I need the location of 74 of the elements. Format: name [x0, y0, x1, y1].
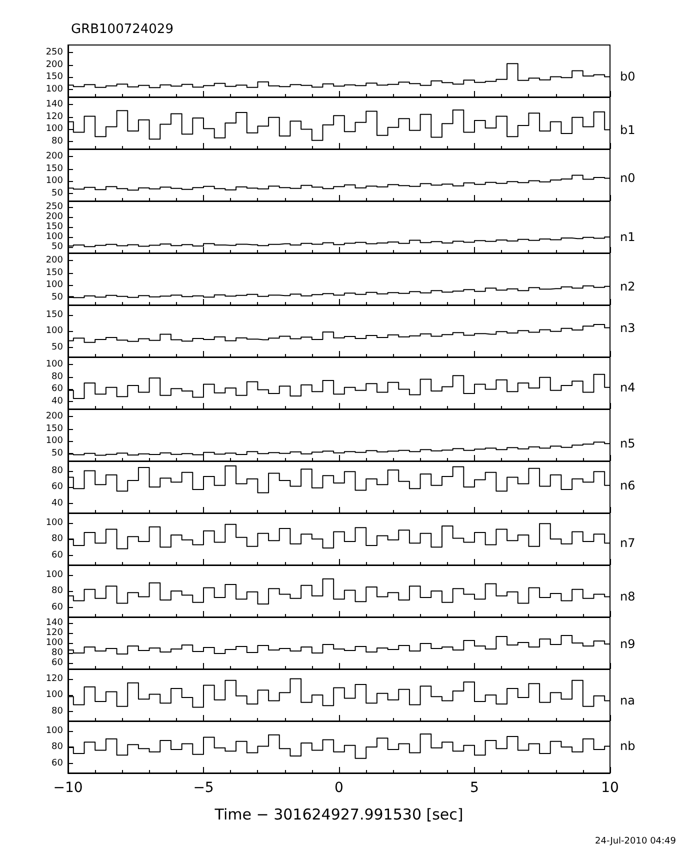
y-tick-label: 40	[52, 498, 64, 508]
y-tick-label: 200	[46, 411, 64, 422]
y-tick-label: 80	[52, 586, 64, 596]
chart-title: GRB100724029	[71, 22, 174, 37]
y-tick-label: 60	[52, 384, 64, 394]
y-tick-label: 100	[46, 359, 64, 370]
y-tick-label: 60	[52, 602, 64, 612]
y-tick-label: 100	[46, 84, 64, 95]
y-tick-label: 150	[46, 72, 64, 82]
series-label: nb	[620, 739, 636, 754]
y-tick-label: 60	[52, 758, 64, 768]
y-tick-label: 80	[52, 648, 64, 658]
x-tick-label: 5	[470, 780, 479, 796]
y-tick-label: 100	[46, 638, 64, 648]
y-tick-label: 100	[46, 280, 64, 290]
y-tick-label: 50	[52, 342, 64, 352]
y-tick-label: 200	[46, 151, 64, 162]
y-tick-label: 100	[46, 326, 64, 336]
x-tick-label: 10	[601, 780, 619, 796]
x-tick-label: −10	[53, 780, 83, 796]
y-tick-label: 200	[46, 212, 64, 222]
series-label: n3	[620, 320, 636, 335]
y-tick-label: 100	[46, 176, 64, 186]
y-tick-label: 150	[46, 222, 64, 232]
y-tick-label: 120	[46, 112, 64, 122]
y-tick-label: 100	[46, 436, 64, 446]
y-tick-label: 100	[46, 124, 64, 134]
y-tick-label: 80	[52, 742, 64, 752]
y-tick-label: 60	[52, 658, 64, 668]
x-tick-label: −5	[193, 780, 214, 796]
y-tick-label: 60	[52, 550, 64, 560]
y-tick-label: 140	[46, 618, 64, 628]
y-tick-label: 40	[52, 396, 64, 407]
series-label: n9	[620, 637, 636, 651]
y-tick-label: 200	[46, 60, 64, 70]
x-tick-label: 0	[334, 780, 344, 796]
y-tick-label: 200	[46, 255, 64, 266]
y-tick-label: 100	[46, 726, 64, 736]
series-label: b1	[620, 122, 636, 137]
text: 24-Jul-2010 04:49	[594, 836, 676, 846]
y-tick-label: 80	[52, 372, 64, 382]
y-tick-label: 80	[52, 706, 64, 716]
series-label: n7	[620, 536, 636, 550]
y-tick-label: 60	[52, 482, 64, 492]
series-label: n4	[620, 380, 636, 394]
y-tick-label: 150	[46, 310, 64, 320]
y-tick-label: 100	[46, 690, 64, 700]
y-tick-label: 250	[46, 202, 64, 212]
series-label: n5	[620, 436, 636, 451]
y-tick-label: 50	[52, 242, 64, 252]
series-label: n1	[620, 230, 636, 244]
x-axis-title: Time − 301624927.991530 [sec]	[214, 806, 464, 824]
y-tick-label: 100	[46, 570, 64, 580]
series-label: n6	[620, 478, 636, 492]
series-label: n0	[620, 171, 636, 186]
y-tick-label: 140	[46, 99, 64, 110]
y-tick-label: 120	[46, 628, 64, 638]
y-tick-label: 50	[52, 292, 64, 303]
y-tick-label: 50	[52, 448, 64, 459]
y-tick-label: 50	[52, 188, 64, 199]
y-tick-label: 80	[52, 534, 64, 544]
y-tick-label: 120	[46, 674, 64, 684]
y-tick-label: 80	[52, 136, 64, 147]
series-label: na	[620, 694, 635, 708]
y-tick-label: 150	[46, 164, 64, 174]
y-tick-label: 250	[46, 47, 64, 58]
series-label: n2	[620, 279, 636, 294]
y-tick-label: 100	[46, 232, 64, 242]
y-tick-label: 100	[46, 518, 64, 528]
y-tick-label: 80	[52, 466, 64, 476]
y-tick-label: 150	[46, 424, 64, 434]
y-tick-label: 150	[46, 268, 64, 278]
series-label: n8	[620, 590, 636, 604]
series-label: b0	[620, 70, 636, 84]
